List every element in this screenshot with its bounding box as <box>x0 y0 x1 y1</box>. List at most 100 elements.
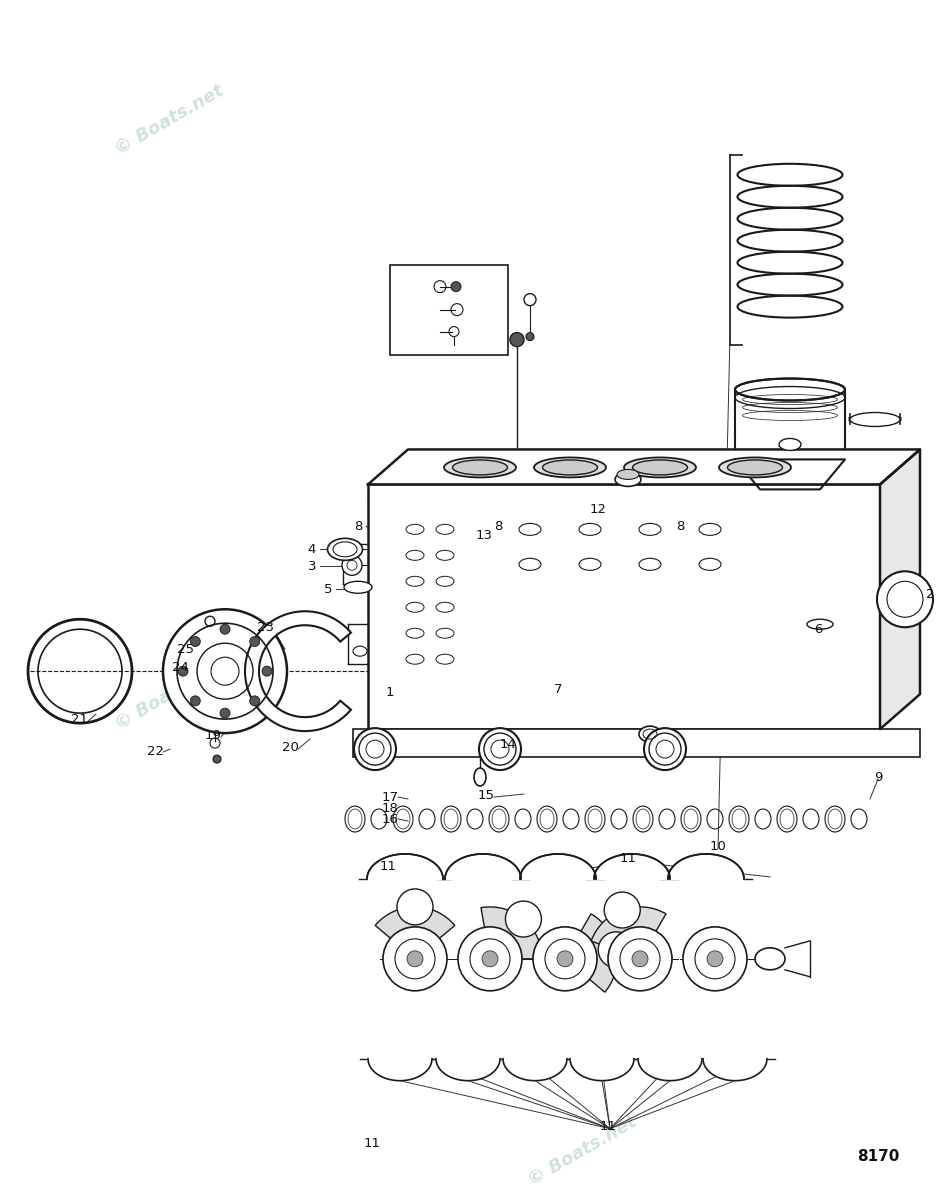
Ellipse shape <box>624 457 696 478</box>
Text: © Boats.net: © Boats.net <box>112 82 227 158</box>
Circle shape <box>220 708 230 718</box>
Ellipse shape <box>354 728 396 770</box>
Circle shape <box>451 282 461 292</box>
Text: 12: 12 <box>589 503 606 516</box>
Ellipse shape <box>735 378 845 401</box>
Ellipse shape <box>617 469 639 480</box>
Ellipse shape <box>728 460 782 475</box>
Polygon shape <box>368 450 920 485</box>
Text: 8: 8 <box>494 520 502 533</box>
Ellipse shape <box>474 768 486 786</box>
Ellipse shape <box>444 457 516 478</box>
Polygon shape <box>436 1058 500 1081</box>
Circle shape <box>533 926 597 991</box>
Circle shape <box>632 950 648 967</box>
Circle shape <box>250 636 259 647</box>
Circle shape <box>342 556 362 575</box>
Text: 8170: 8170 <box>857 1148 900 1164</box>
Wedge shape <box>565 914 617 992</box>
Ellipse shape <box>779 438 801 450</box>
Text: 10: 10 <box>710 840 727 853</box>
Circle shape <box>598 932 635 967</box>
Text: 11: 11 <box>364 1138 381 1150</box>
Ellipse shape <box>534 457 606 478</box>
Text: 11: 11 <box>619 852 636 865</box>
Text: 24: 24 <box>172 661 188 673</box>
Ellipse shape <box>807 619 833 629</box>
Text: 2: 2 <box>926 588 934 601</box>
Text: 6: 6 <box>814 623 822 636</box>
Ellipse shape <box>452 460 508 475</box>
Text: 5: 5 <box>323 583 332 595</box>
Polygon shape <box>638 1058 702 1081</box>
Circle shape <box>526 332 534 341</box>
Circle shape <box>458 926 522 991</box>
Text: 19: 19 <box>205 728 222 742</box>
Circle shape <box>190 636 200 647</box>
Text: 9: 9 <box>874 770 882 784</box>
Circle shape <box>707 950 723 967</box>
Wedge shape <box>591 907 666 959</box>
Circle shape <box>482 950 498 967</box>
Circle shape <box>604 892 640 928</box>
Ellipse shape <box>344 581 372 593</box>
Circle shape <box>407 950 423 967</box>
Polygon shape <box>703 1058 767 1081</box>
Text: © Boats.net: © Boats.net <box>525 1112 640 1189</box>
Ellipse shape <box>719 457 791 478</box>
Text: 1: 1 <box>385 685 394 698</box>
Text: 20: 20 <box>282 740 298 754</box>
Circle shape <box>557 950 573 967</box>
Text: 14: 14 <box>499 738 516 750</box>
Text: 15: 15 <box>478 788 494 802</box>
Circle shape <box>506 901 541 937</box>
Circle shape <box>220 624 230 635</box>
Polygon shape <box>735 460 845 490</box>
Circle shape <box>608 926 672 991</box>
Text: 11: 11 <box>600 1120 617 1133</box>
Text: 11: 11 <box>380 860 397 874</box>
Text: 8: 8 <box>676 520 684 533</box>
Ellipse shape <box>850 413 900 426</box>
Circle shape <box>250 696 259 706</box>
Text: 22: 22 <box>147 744 164 757</box>
Ellipse shape <box>633 460 687 475</box>
Wedge shape <box>481 907 542 959</box>
Text: 3: 3 <box>307 560 316 572</box>
Polygon shape <box>880 450 920 730</box>
Polygon shape <box>503 1058 567 1081</box>
Ellipse shape <box>755 948 785 970</box>
Text: 13: 13 <box>476 529 493 542</box>
Text: 23: 23 <box>257 620 274 634</box>
Ellipse shape <box>327 539 363 560</box>
Text: © Boats.net: © Boats.net <box>112 656 227 733</box>
Circle shape <box>383 926 447 991</box>
Text: 7: 7 <box>554 683 562 696</box>
Ellipse shape <box>479 728 521 770</box>
Wedge shape <box>375 907 455 959</box>
Circle shape <box>163 610 287 733</box>
Polygon shape <box>245 611 351 731</box>
FancyBboxPatch shape <box>353 730 920 757</box>
Circle shape <box>877 571 933 628</box>
Ellipse shape <box>542 460 598 475</box>
Polygon shape <box>368 1058 432 1081</box>
Circle shape <box>178 666 188 676</box>
Circle shape <box>683 926 747 991</box>
Circle shape <box>262 666 272 676</box>
Text: 21: 21 <box>71 713 88 726</box>
Text: 4: 4 <box>307 542 316 556</box>
Ellipse shape <box>615 473 641 486</box>
Text: © Boats.net: © Boats.net <box>525 500 640 577</box>
Circle shape <box>213 755 221 763</box>
FancyBboxPatch shape <box>390 265 508 354</box>
Ellipse shape <box>639 726 661 742</box>
Text: 18: 18 <box>382 802 399 815</box>
Ellipse shape <box>644 728 686 770</box>
Text: 8: 8 <box>353 520 362 533</box>
Circle shape <box>510 332 524 347</box>
Text: 25: 25 <box>177 643 194 655</box>
FancyBboxPatch shape <box>368 485 880 730</box>
Polygon shape <box>570 1058 634 1081</box>
Circle shape <box>190 696 200 706</box>
